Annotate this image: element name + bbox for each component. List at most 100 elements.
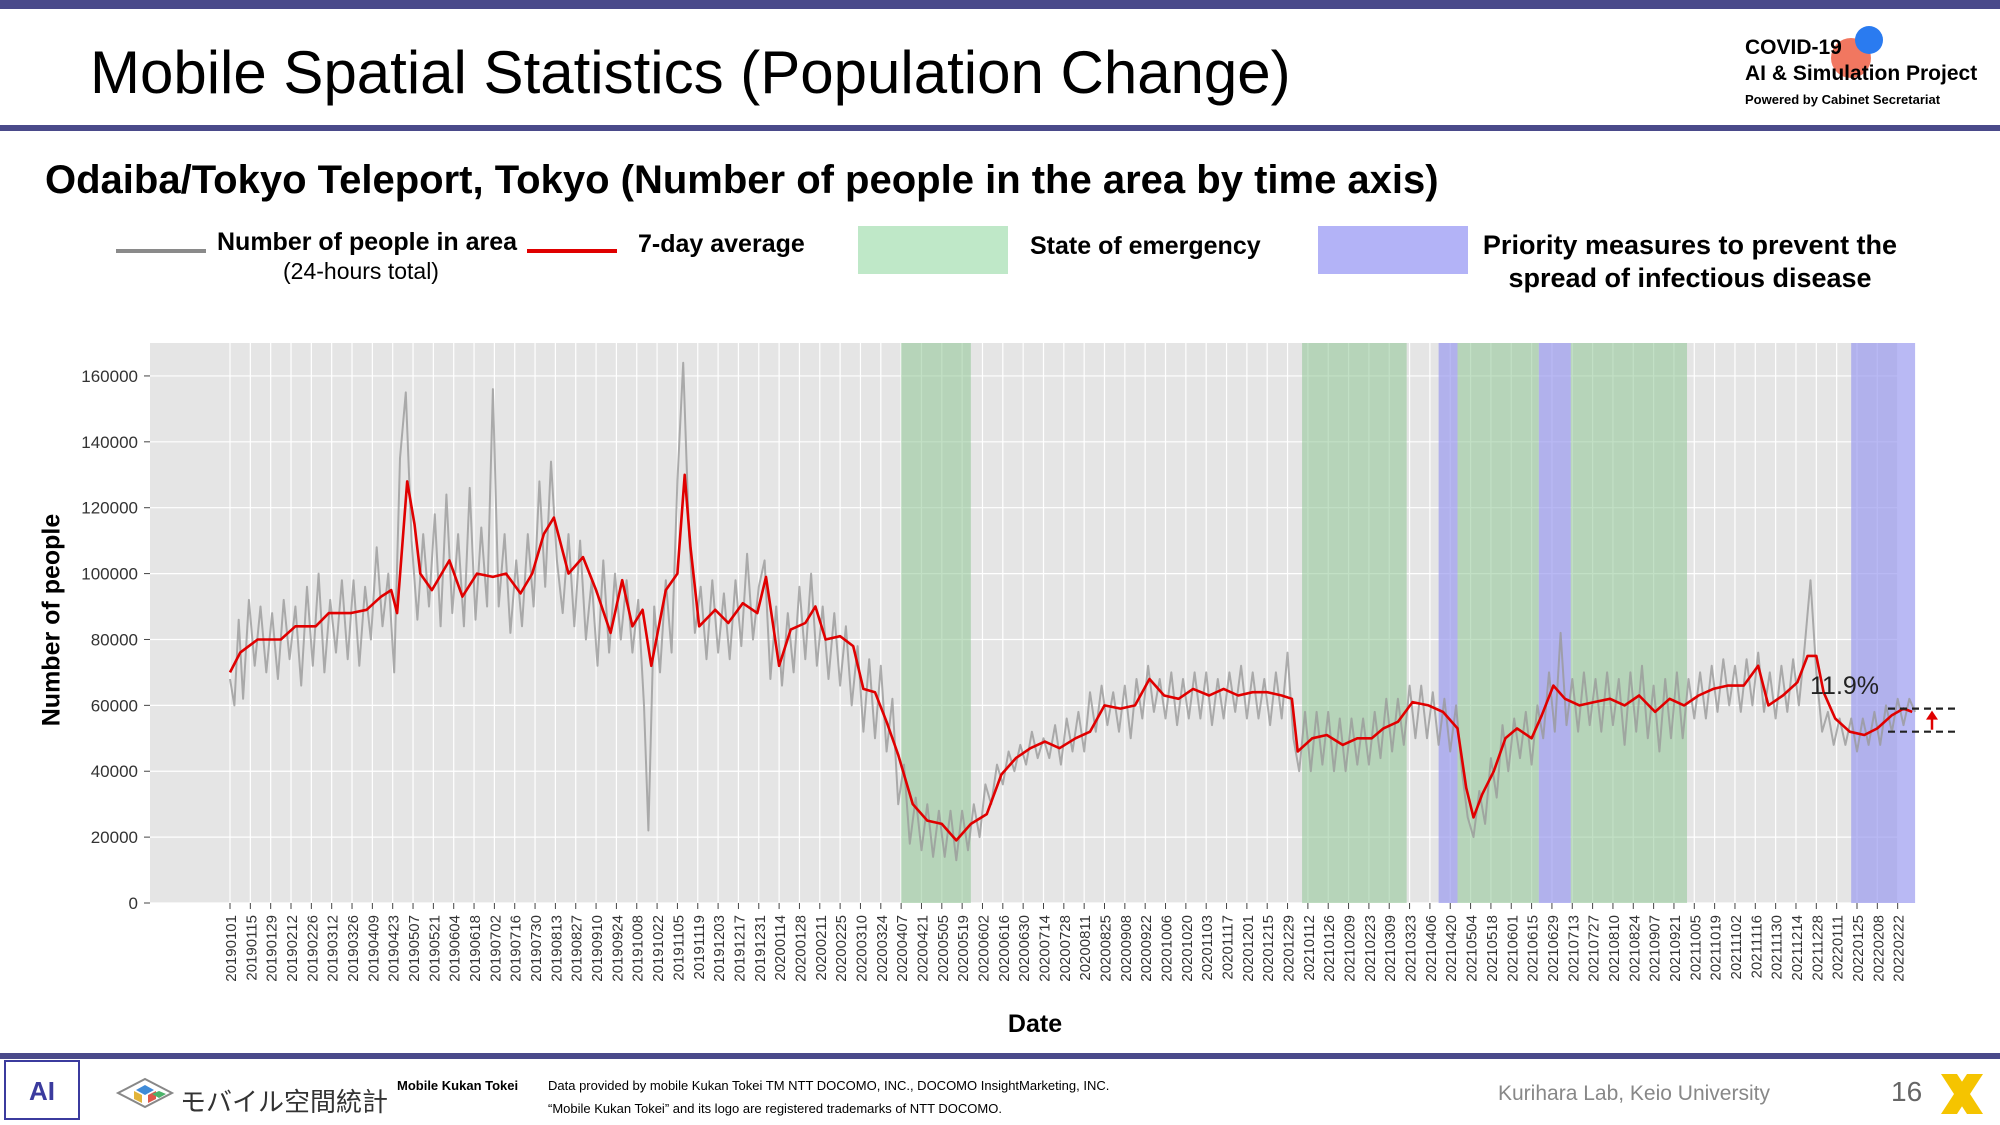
x-tick-label: 20200324 <box>874 915 891 982</box>
x-tick-label: 20211102 <box>1728 915 1745 980</box>
x-tick-label: 20200128 <box>792 915 809 982</box>
x-tick-label: 20211214 <box>1789 915 1806 981</box>
logo-line-1: COVID-19 <box>1745 36 1842 59</box>
x-tick-label: 20200714 <box>1036 915 1053 982</box>
x-tick-label: 20190423 <box>386 915 403 982</box>
x-tick-label: 20190702 <box>487 915 504 982</box>
y-tick-label: 0 <box>129 894 138 913</box>
x-tick-label: 20210921 <box>1667 915 1684 982</box>
x-tick-label: 20200908 <box>1118 915 1135 982</box>
x-tick-label: 20200211 <box>813 915 830 981</box>
x-tick-label: 20201215 <box>1260 915 1277 982</box>
x-tick-label: 20190716 <box>508 915 525 982</box>
lab-logo: AI <box>4 1060 80 1120</box>
x-tick-label: 20200310 <box>853 915 870 982</box>
priority-measures-band <box>1851 343 1916 903</box>
mobile-kukan-jp-brand: モバイル空間統計 <box>180 1087 389 1117</box>
x-tick-label: 20210629 <box>1545 915 1562 982</box>
x-tick-label: 20211228 <box>1809 915 1826 981</box>
x-tick-label: 20190604 <box>447 915 464 982</box>
legend-red-swatch <box>527 249 617 253</box>
x-tick-label: 20210907 <box>1647 915 1664 982</box>
x-tick-label: 20201006 <box>1159 915 1176 982</box>
x-tick-label: 20201103 <box>1199 915 1216 981</box>
y-tick-label: 100000 <box>81 565 138 584</box>
title-divider <box>0 125 2000 131</box>
x-tick-label: 20210504 <box>1464 915 1481 982</box>
x-tick-label: 20190730 <box>528 915 545 982</box>
brand-label: Mobile Kukan Tokei <box>397 1078 519 1093</box>
x-tick-label: 20191022 <box>650 915 667 982</box>
x-tick-label: 20190910 <box>589 915 606 982</box>
population-line-chart: 0 20000 40000 60000 80000 100000 120000 140000 1… <box>81 343 1958 982</box>
x-tick-label: 20200630 <box>1016 915 1033 982</box>
legend-green-label: State of emergency <box>1030 232 1261 260</box>
chart-subtitle: Odaiba/Tokyo Teleport, Tokyo (Number of … <box>45 158 1439 202</box>
x-tick-label: 20210209 <box>1342 915 1359 982</box>
x-tick-label: 20210518 <box>1484 915 1501 982</box>
x-tick-label: 20191105 <box>670 915 687 981</box>
x-tick-label: 20190212 <box>284 915 301 982</box>
y-tick-label: 120000 <box>81 499 138 518</box>
x-tick-label: 20210615 <box>1525 915 1542 982</box>
x-tick-label: 20210309 <box>1382 915 1399 982</box>
page-number: 16 <box>1891 1076 1923 1107</box>
x-tick-label: 20191008 <box>630 915 647 982</box>
x-tick-label: 20201020 <box>1179 915 1196 982</box>
lab-logo-text: AI <box>29 1076 55 1106</box>
x-tick-label: 20220208 <box>1870 915 1887 982</box>
x-tick-label: 20200728 <box>1057 915 1074 982</box>
priority-measures-band <box>1538 343 1571 903</box>
x-tick-label: 20190813 <box>548 915 565 982</box>
page-title: Mobile Spatial Statistics (Population Ch… <box>90 39 1291 106</box>
x-tick-label: 20210223 <box>1362 915 1379 982</box>
logo-line-3: Powered by Cabinet Secretariat <box>1745 92 1941 107</box>
x-tick-label: 20191217 <box>731 915 748 982</box>
legend-red-label: 7-day average <box>638 230 805 258</box>
x-tick-label: 20190507 <box>406 915 423 982</box>
legend-purple-swatch <box>1318 226 1468 274</box>
x-tick-label: 20220111 <box>1830 915 1847 980</box>
x-tick-label: 20200922 <box>1138 915 1155 982</box>
x-tick-label: 20210126 <box>1321 915 1338 982</box>
footer-divider <box>0 1053 2000 1059</box>
logo-line-2: AI & Simulation Project <box>1745 62 1978 85</box>
y-axis-label: Number of people <box>37 513 66 727</box>
legend-gray-sublabel: (24-hours total) <box>283 258 439 284</box>
y-tick-label: 60000 <box>91 696 138 715</box>
x-tick-label: 20201229 <box>1281 915 1298 982</box>
x-tick-label: 20210323 <box>1403 915 1420 982</box>
x-tick-label: 20200114 <box>772 915 789 981</box>
logo-blue-dot <box>1855 26 1883 54</box>
legend-purple-label-2: spread of infectious disease <box>1508 263 1872 293</box>
x-tick-label: 20190521 <box>426 915 443 982</box>
y-tick-label: 40000 <box>91 762 138 781</box>
x-tick-label: 20191119 <box>691 915 708 980</box>
emergency-band <box>1302 343 1407 903</box>
x-tick-label: 20200825 <box>1098 915 1115 982</box>
emergency-band <box>1570 343 1688 903</box>
x-tick-label: 20190115 <box>243 915 260 981</box>
x-tick-label: 20200407 <box>894 915 911 982</box>
x-tick-label: 20200519 <box>955 915 972 982</box>
covid-project-logo: COVID-19 AI & Simulation Project Powered… <box>1745 22 1985 112</box>
x-tick-label: 20201201 <box>1240 915 1257 982</box>
y-tick-label: 160000 <box>81 367 138 386</box>
x-tick-label: 20200505 <box>935 915 952 982</box>
x-tick-label: 20210727 <box>1586 915 1603 982</box>
x-tick-label: 20211130 <box>1769 915 1786 980</box>
x-tick-label: 20220125 <box>1850 915 1867 982</box>
x-tick-label: 20210713 <box>1565 915 1582 982</box>
x-tick-label: 20211116 <box>1748 915 1765 978</box>
x-tick-label: 20190101 <box>223 915 240 982</box>
x-tick-label: 20190129 <box>264 915 281 982</box>
x-tick-label: 20210824 <box>1626 915 1643 982</box>
x-tick-label: 20211019 <box>1708 915 1725 981</box>
emergency-band <box>1457 343 1539 903</box>
x-axis-label: Date <box>1007 1010 1063 1038</box>
x-tick-label: 20210420 <box>1443 915 1460 982</box>
x-tick-label: 20200225 <box>833 915 850 982</box>
x-tick-label: 20200616 <box>996 915 1013 982</box>
x-tick-label: 20190618 <box>467 915 484 982</box>
legend-purple-label-1: Priority measures to prevent the <box>1482 230 1898 260</box>
